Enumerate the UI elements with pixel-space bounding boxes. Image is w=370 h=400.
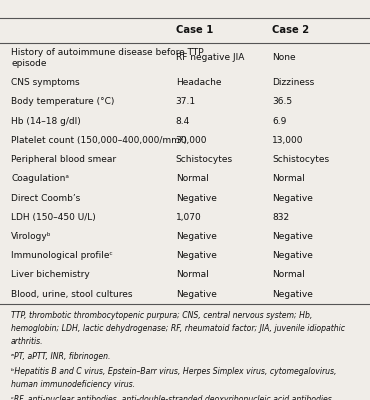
Text: hemoglobin; LDH, lactic dehydrogenase; RF, rheumatoid factor; JIA, juvenile idio: hemoglobin; LDH, lactic dehydrogenase; R…: [11, 324, 345, 333]
Text: ᵃPT, aPTT, INR, fibrinogen.: ᵃPT, aPTT, INR, fibrinogen.: [11, 352, 111, 361]
Text: 832: 832: [272, 213, 289, 222]
Text: TTP, thrombotic thrombocytopenic purpura; CNS, central nervous system; Hb,: TTP, thrombotic thrombocytopenic purpura…: [11, 311, 313, 320]
Text: human immunodeficiency virus.: human immunodeficiency virus.: [11, 380, 135, 389]
Text: CNS symptoms: CNS symptoms: [11, 78, 80, 87]
Text: Platelet count (150,000–400,000/mm²): Platelet count (150,000–400,000/mm²): [11, 136, 187, 145]
Text: Negative: Negative: [176, 251, 216, 260]
Text: Dizziness: Dizziness: [272, 78, 314, 87]
Text: Body temperature (°C): Body temperature (°C): [11, 98, 114, 106]
Text: Negative: Negative: [272, 232, 313, 241]
Text: Case 2: Case 2: [272, 26, 309, 36]
Text: Normal: Normal: [176, 174, 209, 183]
Text: ᵇHepatitis B and C virus, Epstein–Barr virus, Herpes Simplex virus, cytomegalovi: ᵇHepatitis B and C virus, Epstein–Barr v…: [11, 367, 337, 376]
Text: 6.9: 6.9: [272, 117, 286, 126]
Text: History of autoimmune disease before TTP
episode: History of autoimmune disease before TTP…: [11, 48, 204, 68]
Text: Hb (14–18 g/dl): Hb (14–18 g/dl): [11, 117, 81, 126]
Text: Negative: Negative: [272, 194, 313, 202]
Text: Normal: Normal: [272, 270, 305, 279]
Text: 37.1: 37.1: [176, 98, 196, 106]
Text: Negative: Negative: [176, 232, 216, 241]
Text: Negative: Negative: [272, 251, 313, 260]
Text: Normal: Normal: [272, 174, 305, 183]
Text: Normal: Normal: [176, 270, 209, 279]
Text: 30,000: 30,000: [176, 136, 207, 145]
Text: LDH (150–450 U/L): LDH (150–450 U/L): [11, 213, 96, 222]
Text: Schistocytes: Schistocytes: [272, 155, 329, 164]
Text: Negative: Negative: [176, 194, 216, 202]
Text: Peripheral blood smear: Peripheral blood smear: [11, 155, 116, 164]
Text: 8.4: 8.4: [176, 117, 190, 126]
Text: 1,070: 1,070: [176, 213, 202, 222]
Text: 13,000: 13,000: [272, 136, 303, 145]
Text: Negative: Negative: [272, 290, 313, 298]
Text: ᶜRF, anti-nuclear antibodies, anti-double-stranded deoxyribonucleic acid antibod: ᶜRF, anti-nuclear antibodies, anti-doubl…: [11, 395, 334, 400]
Text: Direct Coomb’s: Direct Coomb’s: [11, 194, 80, 202]
Text: Negative: Negative: [176, 290, 216, 298]
Text: 36.5: 36.5: [272, 98, 292, 106]
Text: Virologyᵇ: Virologyᵇ: [11, 232, 52, 241]
Text: RF negative JIA: RF negative JIA: [176, 54, 244, 62]
Text: arthritis.: arthritis.: [11, 337, 44, 346]
Text: Liver bichemistry: Liver bichemistry: [11, 270, 90, 279]
Text: Case 1: Case 1: [176, 26, 213, 36]
Text: Immunological profileᶜ: Immunological profileᶜ: [11, 251, 113, 260]
Text: Blood, urine, stool cultures: Blood, urine, stool cultures: [11, 290, 132, 298]
Text: None: None: [272, 54, 296, 62]
Text: Headache: Headache: [176, 78, 221, 87]
Text: Coagulationᵃ: Coagulationᵃ: [11, 174, 69, 183]
Text: Schistocytes: Schistocytes: [176, 155, 233, 164]
